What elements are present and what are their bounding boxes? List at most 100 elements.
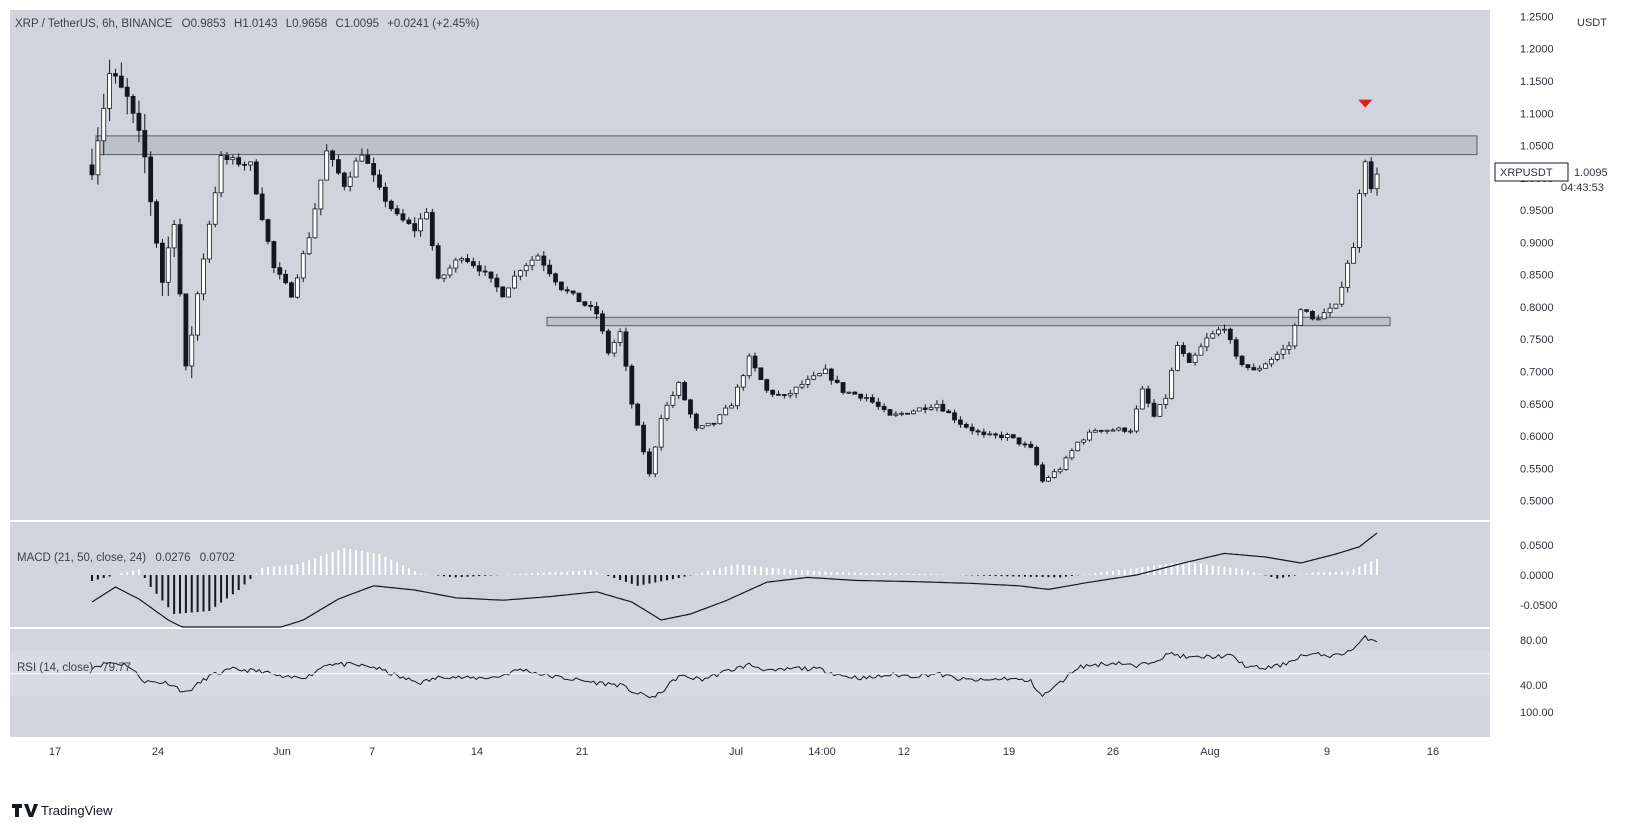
candle — [1151, 398, 1157, 418]
candle — [476, 261, 482, 276]
price-tick-label: 0.9000 — [1520, 237, 1554, 249]
time-tick-label: 12 — [898, 746, 910, 758]
candle — [453, 257, 459, 273]
candle — [1169, 367, 1175, 400]
candle — [553, 272, 558, 286]
price-tick-label: 0.7500 — [1520, 334, 1554, 346]
candle — [617, 328, 623, 347]
candle — [1286, 341, 1292, 355]
candle — [277, 262, 283, 280]
candle — [347, 171, 353, 192]
candle — [887, 408, 893, 416]
open-label: O — [182, 18, 191, 30]
candle — [142, 114, 148, 174]
candle — [582, 301, 588, 307]
candle — [1081, 438, 1087, 445]
candle — [1069, 448, 1075, 461]
candle — [289, 281, 294, 298]
rsi-value: 79.77 — [102, 662, 131, 674]
candle — [717, 414, 723, 425]
candle — [359, 148, 365, 163]
candle — [635, 402, 641, 426]
time-tick-label: Jul — [729, 746, 743, 758]
candle — [981, 428, 987, 438]
candle — [699, 425, 705, 430]
candle — [641, 421, 646, 455]
candle — [1351, 242, 1356, 264]
candle — [165, 236, 171, 296]
candle — [823, 364, 828, 374]
candle — [195, 291, 201, 341]
price-pane[interactable] — [10, 10, 1490, 520]
candle — [353, 157, 359, 178]
candle — [1128, 428, 1133, 434]
candle — [1263, 362, 1268, 369]
candle — [1257, 365, 1263, 373]
candle — [752, 352, 758, 372]
candle — [1175, 341, 1180, 372]
candle — [940, 399, 946, 412]
rsi-axis[interactable]: 80.00 40.00 100.00 — [1520, 635, 1554, 719]
macd-tick-label: 0.0500 — [1520, 540, 1554, 552]
candle — [758, 367, 764, 381]
resistance-zone-lower[interactable] — [546, 316, 1391, 327]
candle — [1274, 351, 1280, 362]
candle — [377, 169, 382, 191]
candle — [470, 257, 476, 269]
candle — [828, 367, 834, 385]
candle — [805, 375, 811, 388]
tradingview-brand[interactable]: TradingView — [12, 803, 113, 818]
candle — [916, 407, 922, 412]
brand-name: TradingView — [41, 803, 113, 818]
candle — [242, 161, 247, 171]
candle — [1216, 326, 1221, 337]
resistance-zone-upper[interactable] — [95, 135, 1478, 156]
candle — [740, 374, 746, 391]
candle — [1010, 434, 1016, 439]
price-axis[interactable]: USDT 1.25001.20001.15001.10001.05001.000… — [1520, 11, 1607, 507]
candle — [1356, 189, 1362, 253]
macd-legend[interactable]: MACD (21, 50, close, 24) 0.0276 0.0702 — [17, 552, 235, 564]
rsi-line — [91, 634, 1378, 699]
candle — [136, 100, 142, 143]
symbol-title: XRP / TetherUS, 6h, BINANCE — [15, 18, 173, 30]
candle — [236, 153, 242, 167]
open-value: 0.9853 — [191, 18, 226, 30]
rsi-legend[interactable]: RSI (14, close) 79.77 — [17, 662, 131, 674]
high-value: 1.0143 — [242, 18, 277, 30]
candle — [1134, 405, 1139, 434]
candle — [934, 400, 940, 412]
price-tick-label: 0.5500 — [1520, 463, 1554, 475]
candle — [1122, 427, 1128, 434]
candle — [975, 428, 981, 436]
candle — [1098, 429, 1104, 434]
time-tick-label: 21 — [576, 746, 588, 758]
candle — [594, 301, 600, 320]
candle — [1051, 468, 1057, 479]
candle — [400, 208, 406, 223]
candle — [864, 393, 869, 402]
candle — [306, 232, 312, 256]
candle — [1210, 330, 1216, 340]
candle — [564, 286, 570, 294]
candle — [1362, 159, 1368, 197]
candle — [177, 218, 183, 297]
candle — [435, 242, 441, 280]
symbol-legend[interactable]: XRP / TetherUS, 6h, BINANCE O0.9853 H1.0… — [15, 18, 479, 30]
candle — [523, 262, 529, 277]
candle — [658, 414, 664, 451]
time-axis[interactable]: 17 24 Jun 7 14 21 Jul 14:00 12 19 26 Aug 9 16 — [49, 746, 1439, 758]
macd-axis[interactable]: 0.0500 0.0000 -0.0500 — [1520, 540, 1557, 612]
candle — [1374, 167, 1380, 196]
candle — [1315, 314, 1321, 321]
candle — [388, 199, 394, 212]
macd-legend-label: MACD (21, 50, close, 24) — [17, 552, 146, 564]
candle — [95, 127, 101, 185]
candle — [958, 416, 963, 428]
candle — [670, 391, 676, 408]
candle — [1345, 260, 1351, 293]
low-label: L — [286, 18, 293, 30]
time-tick-label: Aug — [1200, 746, 1220, 758]
